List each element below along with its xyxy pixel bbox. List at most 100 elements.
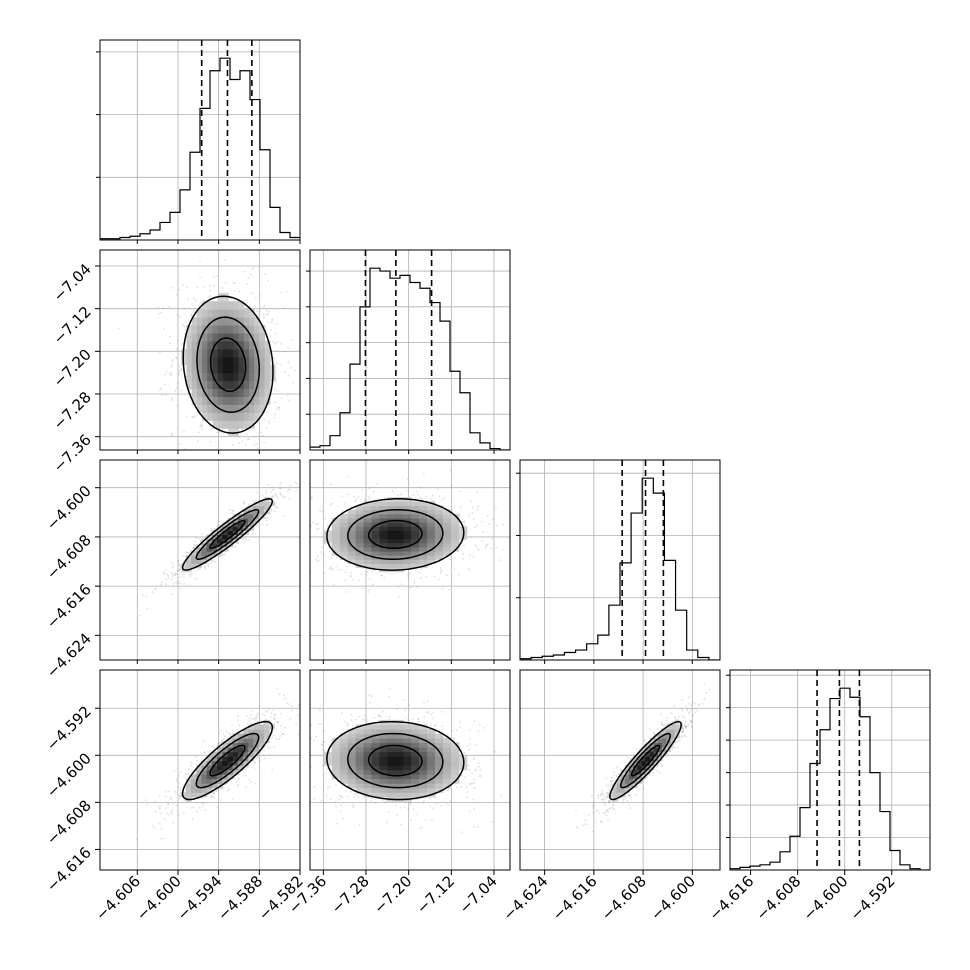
scatter-point bbox=[236, 784, 239, 787]
scatter-point bbox=[223, 553, 226, 555]
scatter-point bbox=[326, 767, 329, 770]
density-cell bbox=[411, 546, 420, 552]
density-cell bbox=[212, 372, 219, 382]
density-cell bbox=[217, 317, 224, 326]
density-cell bbox=[237, 733, 244, 739]
density-cell bbox=[435, 513, 444, 519]
scatter-point bbox=[214, 560, 217, 563]
scatter-point bbox=[468, 567, 470, 570]
scatter-point bbox=[273, 357, 276, 360]
scatter-panel-0-1 bbox=[99, 249, 301, 457]
scatter-point bbox=[220, 729, 222, 732]
density-cell bbox=[411, 551, 420, 556]
density-cell bbox=[222, 293, 229, 302]
density-cell bbox=[379, 538, 388, 544]
scatter-point bbox=[233, 455, 235, 457]
scatter-point bbox=[238, 724, 241, 727]
scatter-point bbox=[185, 415, 188, 418]
scatter-point bbox=[289, 484, 291, 487]
scatter-point bbox=[429, 724, 432, 726]
scatter-point bbox=[194, 299, 197, 302]
density-cell bbox=[196, 388, 203, 397]
density-cell bbox=[211, 542, 218, 548]
scatter-point bbox=[256, 491, 258, 494]
density-cell bbox=[222, 364, 229, 374]
density-cell bbox=[237, 738, 244, 744]
scatter-point bbox=[368, 701, 371, 704]
panel-frame bbox=[729, 669, 931, 871]
density-cell bbox=[427, 534, 436, 540]
scatter-point bbox=[201, 802, 204, 804]
scatter-point bbox=[312, 521, 314, 524]
scatter-point bbox=[212, 796, 215, 798]
density-cell bbox=[243, 509, 249, 515]
scatter-point bbox=[495, 506, 497, 508]
density-cell bbox=[243, 309, 250, 318]
scatter-point bbox=[178, 568, 181, 571]
scatter-point bbox=[344, 721, 347, 723]
scatter-point bbox=[409, 803, 412, 805]
density-cell bbox=[212, 388, 219, 397]
scatter-point bbox=[169, 796, 172, 799]
scatter-point bbox=[158, 822, 161, 825]
scatter-point bbox=[370, 695, 373, 698]
density-cell bbox=[217, 769, 223, 775]
scatter-point bbox=[229, 509, 231, 511]
scatter-point bbox=[170, 372, 173, 374]
scatter-point bbox=[421, 497, 423, 500]
density-cell bbox=[212, 325, 219, 334]
density-cell bbox=[186, 340, 193, 350]
density-cell bbox=[196, 546, 202, 552]
scatter-point bbox=[176, 569, 179, 572]
scatter-point bbox=[310, 737, 313, 740]
scatter-point bbox=[227, 789, 230, 792]
scatter-point bbox=[180, 389, 183, 392]
scatter-point bbox=[344, 571, 347, 573]
scatter-point bbox=[183, 799, 186, 802]
density-cell bbox=[191, 551, 197, 556]
scatter-point bbox=[169, 797, 172, 800]
density-cell bbox=[222, 301, 229, 310]
scatter-point bbox=[162, 837, 164, 840]
density-cell bbox=[191, 356, 198, 366]
density-cell bbox=[411, 501, 420, 507]
scatter-point bbox=[258, 760, 261, 763]
density-cell bbox=[222, 325, 229, 334]
density-cell bbox=[427, 509, 436, 515]
density-cell bbox=[419, 501, 428, 507]
scatter-point bbox=[248, 720, 251, 722]
scatter-point bbox=[263, 441, 265, 444]
scatter-point bbox=[257, 712, 259, 715]
scatter-point bbox=[267, 483, 270, 486]
density-cell bbox=[331, 534, 341, 540]
scatter-point bbox=[271, 486, 273, 489]
scatter-point bbox=[345, 789, 347, 792]
scatter-point bbox=[406, 478, 409, 480]
scatter-point bbox=[386, 822, 388, 824]
scatter-point bbox=[178, 563, 180, 565]
density-cell bbox=[253, 729, 260, 735]
density-cell bbox=[249, 309, 255, 318]
density-cell bbox=[339, 517, 349, 523]
density-cell bbox=[222, 404, 229, 413]
scatter-point bbox=[273, 510, 276, 513]
density-cell bbox=[202, 317, 208, 326]
scatter-point bbox=[266, 313, 269, 316]
scatter-point bbox=[168, 342, 171, 345]
scatter-point bbox=[368, 496, 370, 499]
density-cell bbox=[387, 509, 396, 515]
scatter-point bbox=[233, 281, 236, 284]
scatter-point bbox=[171, 561, 173, 564]
scatter-point bbox=[270, 509, 273, 512]
scatter-point bbox=[427, 711, 430, 713]
scatter-point bbox=[423, 799, 425, 802]
scatter-point bbox=[165, 583, 167, 586]
scatter-point bbox=[272, 722, 275, 725]
scatter-point bbox=[368, 578, 371, 580]
scatter-point bbox=[282, 733, 285, 736]
density-cell bbox=[207, 388, 214, 397]
scatter-point bbox=[323, 740, 326, 743]
density-cell bbox=[228, 404, 234, 413]
density-cell bbox=[232, 526, 239, 531]
scatter-point bbox=[273, 488, 275, 491]
